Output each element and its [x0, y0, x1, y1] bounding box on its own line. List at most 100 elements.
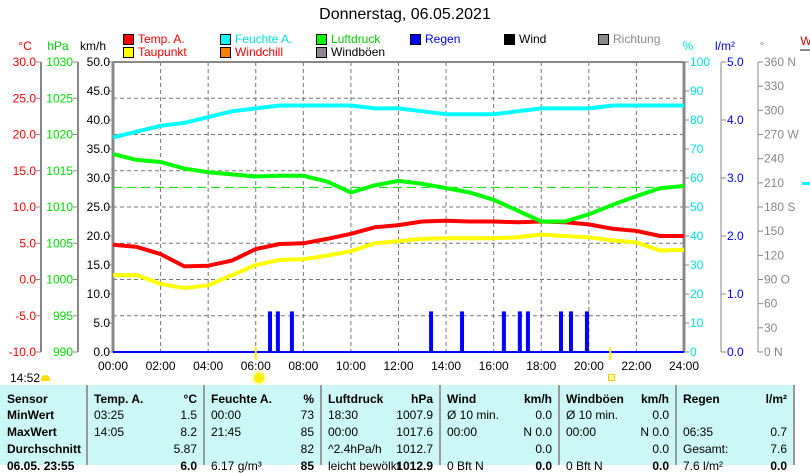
legend-item: Wind — [504, 32, 546, 46]
wind-axis-tick-label: 15.0 — [87, 258, 111, 272]
column-header: Temp. A. — [94, 392, 144, 406]
table-cell-label: Ø 10 min. — [566, 408, 619, 422]
pressure-axis-tick-label: 1015 — [46, 164, 73, 178]
column-unit: km/h — [523, 392, 552, 406]
table-cell-value: 8.2 — [180, 425, 197, 439]
chart-title: Donnerstag, 06.05.2021 — [319, 6, 491, 23]
rain-bar — [460, 311, 465, 352]
time-tick-label: 24:00 — [669, 359, 699, 373]
time-tick-label: 06:00 — [241, 359, 271, 373]
column-header: Wind — [447, 392, 477, 406]
rain-axis-tick-label: 0.0 — [727, 345, 744, 359]
table-cell-label: MinWert — [7, 408, 55, 422]
wind-axis-tick-label: 35.0 — [87, 142, 111, 156]
legend-item: Taupunkt — [123, 45, 187, 59]
humidity-axis-tick-label: 80 — [690, 113, 704, 127]
humidity-axis-tick-label: 60 — [690, 171, 704, 185]
rain-axis-tick-label: 3.0 — [727, 171, 744, 185]
direction-axis-tick-label: 60 — [764, 297, 778, 311]
legend-item: Windchill — [220, 45, 283, 59]
humidity-axis-tick-label: 30 — [690, 258, 704, 272]
table-column: Temp. A. °C 03:25 1.5 14:05 8.2 5.87 6.0 — [88, 385, 205, 473]
table-cell-label: 6.17 g/m³ — [211, 459, 262, 473]
table-cell-label: Gesamt: — [683, 442, 729, 456]
table-cell-value: 1017.6 — [396, 425, 433, 439]
moon-icon — [608, 374, 615, 381]
direction-axis-tick-label: 210 — [764, 176, 784, 190]
wind-axis-tick-label: 5.0 — [93, 316, 110, 330]
table-cell-value: 0.0 — [652, 442, 669, 456]
table-cell-label: 18:30 — [328, 408, 359, 422]
series-luftdruck — [112, 152, 685, 224]
rain-bar — [289, 311, 294, 352]
table-cell-label: 0 Bft N — [566, 459, 603, 473]
table-cell-value: 6.0 — [180, 459, 197, 473]
rain-bar — [429, 311, 434, 352]
temp-axis-unit: °C — [18, 39, 32, 53]
direction-axis-tick-label: 240 — [764, 152, 784, 166]
cloud-icon — [41, 375, 50, 381]
pressure-axis-unit: hPa — [47, 39, 69, 53]
time-tick-label: 20:00 — [574, 359, 604, 373]
table-cell-label: 00:00 — [211, 408, 242, 422]
temp-axis-tick-label: 20.0 — [13, 128, 37, 142]
column-unit: l/m² — [765, 392, 787, 406]
pressure-axis-tick-label: 995 — [53, 309, 73, 323]
table-column: Luftdruck hPa 18:30 1007.9 00:00 1017.6 ^2.4… — [322, 385, 441, 473]
legend-label: Luftdruck — [331, 32, 381, 46]
wind-axis-tick-label: 10.0 — [87, 287, 111, 301]
temp-axis-tick-label: -10.0 — [9, 345, 37, 359]
series-feuchte-a — [112, 103, 684, 140]
column-header: Regen — [683, 392, 720, 406]
table-cell-value: N 0.0 — [523, 425, 552, 439]
legend-label: Regen — [425, 32, 461, 46]
direction-axis-tick-label: 150 — [764, 224, 784, 238]
direction-axis-tick-label: 300 — [764, 103, 784, 117]
column-header: Sensor — [7, 392, 48, 406]
time-tick-label: 04:00 — [193, 359, 223, 373]
humidity-axis-tick-label: 50 — [690, 200, 704, 214]
rain-bar — [268, 311, 273, 352]
series-temp-a — [112, 218, 684, 269]
pressure-axis-tick-label: 1025 — [46, 91, 73, 105]
time-tick-label: 02:00 — [146, 359, 176, 373]
rain-axis-unit: l/m² — [715, 39, 735, 53]
table-column: Windböen km/h Ø 10 min. 0.0 00:00 N 0.0 0.0 0 … — [560, 385, 677, 473]
table-cell-value: 0.0 — [535, 442, 552, 456]
rain-axis-tick-label: 1.0 — [727, 287, 744, 301]
wind-axis-unit: km/h — [80, 39, 106, 53]
table-cell-value: 85 — [300, 425, 314, 439]
pressure-axis-tick-label: 990 — [53, 345, 73, 359]
table-column: Regen l/m² 06:35 0.7 Gesamt: 7.6 7.6 l/m² 0.0 — [677, 385, 795, 473]
table-cell-value: 5.87 — [173, 442, 197, 456]
column-unit: hPa — [410, 392, 433, 406]
weather-chart: 30.025.020.015.010.05.00.0-5.0-10.0°C103… — [9, 34, 810, 373]
humidity-axis-tick-label: 100 — [690, 55, 710, 69]
humidity-axis-tick-label: 20 — [690, 287, 704, 301]
table-cell-value: 0.0 — [652, 459, 669, 473]
pressure-axis-tick-label: 1020 — [46, 128, 73, 142]
time-tick-label: 18:00 — [526, 359, 556, 373]
wind-axis-tick-label: 50.0 — [87, 55, 111, 69]
table-cell-label: 00:00 — [566, 425, 597, 439]
wind-axis-tick-label: 45.0 — [87, 84, 111, 98]
table-cell-label: ^2.4hPa/h — [328, 442, 382, 456]
legend-item: Windböen — [316, 45, 385, 59]
time-tick-label: 16:00 — [479, 359, 509, 373]
table-cell-value: 0.0 — [535, 459, 552, 473]
side-label: W — [800, 34, 810, 48]
humidity-axis-tick-label: 90 — [690, 84, 704, 98]
column-unit: km/h — [640, 392, 669, 406]
table-cell-value: 1007.9 — [396, 408, 433, 422]
direction-axis-tick-label: 30 — [764, 321, 778, 335]
series-taupunkt — [113, 232, 685, 291]
legend-label: Wind — [519, 32, 547, 46]
direction-axis-tick-label: 180 S — [764, 200, 795, 214]
legend-swatch-icon — [598, 33, 609, 45]
temp-axis-tick-label: 10.0 — [13, 200, 37, 214]
legend-label: Richtung — [613, 32, 661, 46]
rain-bar — [275, 311, 280, 352]
column-header: Luftdruck — [328, 392, 384, 406]
direction-axis-unit: ° — [760, 39, 765, 53]
table-column: Feuchte A.% 00:00 73 21:45 85 82 6.17 g/m³ 85 — [205, 385, 322, 473]
